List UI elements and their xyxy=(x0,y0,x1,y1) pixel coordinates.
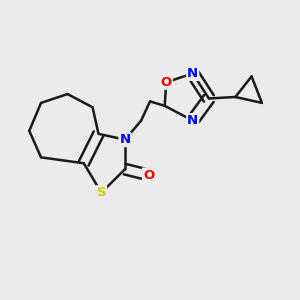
Text: N: N xyxy=(119,133,130,146)
Text: O: O xyxy=(160,76,172,89)
Text: S: S xyxy=(97,186,106,199)
Text: N: N xyxy=(187,114,198,127)
Text: N: N xyxy=(187,67,198,80)
Text: O: O xyxy=(143,169,154,182)
